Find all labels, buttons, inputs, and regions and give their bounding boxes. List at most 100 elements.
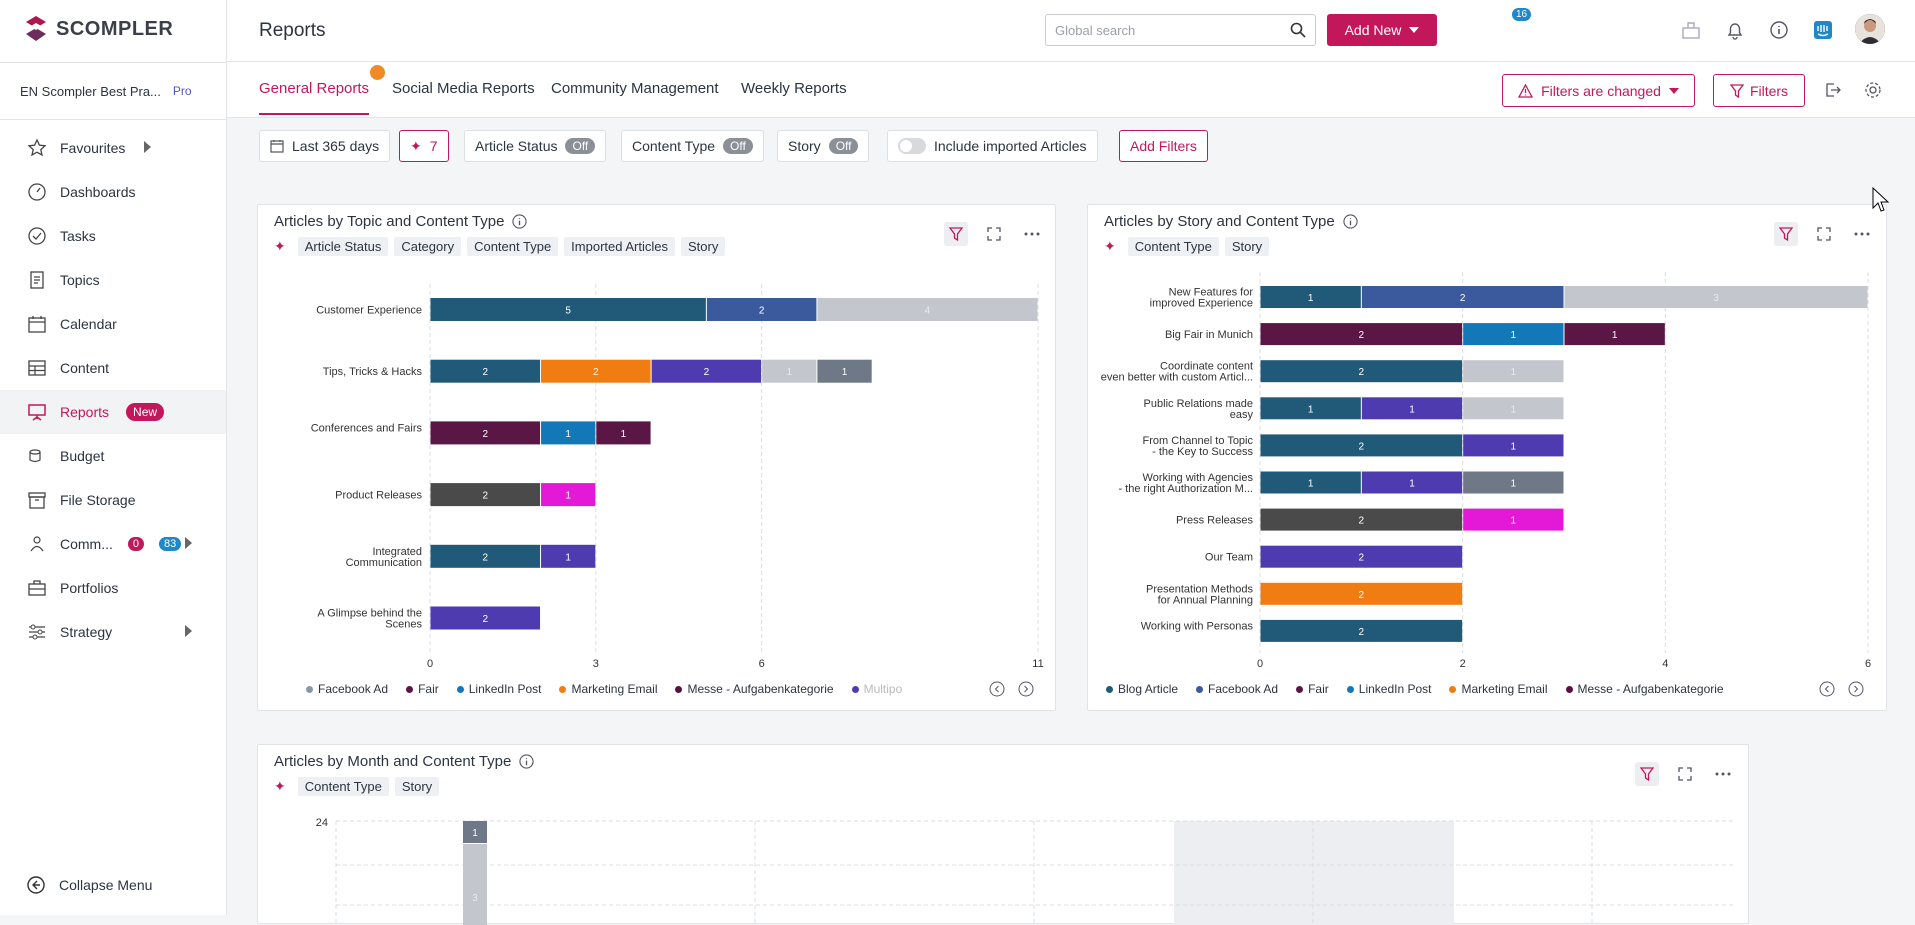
expand-arrow-icon[interactable] <box>144 141 151 153</box>
bar-segment[interactable] <box>430 298 706 321</box>
bar-segment[interactable] <box>430 606 541 630</box>
filters-button[interactable]: Filters <box>1713 74 1805 107</box>
chart-tag[interactable]: Content Type <box>297 777 389 796</box>
chart-tag[interactable]: Content Type <box>467 237 559 256</box>
sidebar-item-portfolios[interactable]: Portfolios <box>0 566 226 610</box>
more-icon[interactable] <box>1711 762 1735 786</box>
fullscreen-icon[interactable] <box>1673 762 1697 786</box>
bar-segment[interactable] <box>463 844 487 925</box>
legend-item[interactable]: Marketing Email <box>559 682 657 696</box>
bar-segment[interactable] <box>1260 434 1463 457</box>
tab-social-media-reports[interactable]: Social Media Reports <box>392 80 535 97</box>
bell-icon[interactable] <box>1724 19 1746 41</box>
chart-tag[interactable]: Story <box>394 777 440 796</box>
bar-segment[interactable] <box>1463 434 1564 457</box>
chart-tag[interactable]: Category <box>394 237 462 256</box>
chart-filter-icon[interactable] <box>1635 762 1659 786</box>
more-icon[interactable] <box>1020 222 1044 246</box>
info-icon[interactable] <box>1343 214 1358 229</box>
bar-segment[interactable] <box>430 421 541 445</box>
user-avatar[interactable] <box>1855 14 1885 44</box>
bar-segment[interactable] <box>541 421 596 445</box>
legend-item[interactable]: Multipo <box>851 682 902 696</box>
bar-segment[interactable] <box>1463 471 1564 494</box>
legend-item[interactable]: Blog Article <box>1106 682 1178 696</box>
bar-segment[interactable] <box>817 359 872 383</box>
legend-item[interactable]: Marketing Email <box>1449 682 1548 696</box>
sidebar-item-content[interactable]: Content <box>0 346 226 390</box>
gear-icon[interactable] <box>1862 79 1884 101</box>
intercom-icon[interactable] <box>1812 19 1834 41</box>
legend-item[interactable]: Fair <box>406 682 439 696</box>
fullscreen-icon[interactable] <box>1812 222 1836 246</box>
content-type-chip[interactable]: Content Type Off <box>621 130 764 162</box>
tab-community-management[interactable]: Community Management <box>551 80 719 97</box>
date-range-chip[interactable]: Last 365 days <box>259 130 391 162</box>
collapse-menu-button[interactable]: Collapse Menu <box>27 876 152 894</box>
legend-item[interactable]: Fair <box>1296 682 1329 696</box>
legend-next-icon[interactable] <box>1015 678 1037 700</box>
bar-segment[interactable] <box>1260 323 1463 346</box>
chart-filter-icon[interactable] <box>1774 222 1798 246</box>
bar-segment[interactable] <box>430 359 541 383</box>
workspace-selector[interactable]: EN Scompler Best Pra... Pro <box>0 62 226 120</box>
expand-arrow-icon[interactable] <box>185 625 192 637</box>
bar-segment[interactable] <box>1260 397 1361 420</box>
legend-item[interactable]: Facebook Ad <box>306 682 388 696</box>
bar-segment[interactable] <box>1463 397 1564 420</box>
bar-segment[interactable] <box>430 544 541 568</box>
legend-item[interactable]: Facebook Ad <box>1196 682 1278 696</box>
chart-tag[interactable]: Story <box>1224 237 1270 256</box>
bar-segment[interactable] <box>651 359 762 383</box>
chart-tag[interactable]: Imported Articles <box>564 237 675 256</box>
include-imported-toggle[interactable] <box>898 138 926 154</box>
more-icon[interactable] <box>1850 222 1874 246</box>
bar-segment[interactable] <box>1564 286 1868 308</box>
info-icon[interactable] <box>1768 19 1790 41</box>
scompler-logo[interactable]: SCOMPLER <box>24 14 173 44</box>
sidebar-item-reports[interactable]: Reports New <box>0 390 226 434</box>
sidebar-item-topics[interactable]: Topics <box>0 258 226 302</box>
bar-segment[interactable] <box>596 421 651 445</box>
sidebar-item-tasks[interactable]: Tasks <box>0 214 226 258</box>
add-new-button[interactable]: Add New <box>1327 14 1437 46</box>
bar-segment[interactable] <box>1260 360 1463 383</box>
legend-prev-icon[interactable] <box>1816 678 1838 700</box>
tab-general-reports[interactable]: General Reports <box>259 80 370 115</box>
legend-item[interactable]: LinkedIn Post <box>1346 682 1431 696</box>
sidebar-item-file-storage[interactable]: File Storage <box>0 478 226 522</box>
info-icon[interactable] <box>512 214 528 229</box>
add-filters-button[interactable]: Add Filters <box>1119 130 1208 162</box>
bar-segment[interactable] <box>1260 508 1463 531</box>
bar-segment[interactable] <box>1564 323 1665 346</box>
inbox-icon[interactable] <box>1680 19 1702 41</box>
bar-segment[interactable] <box>1260 471 1361 494</box>
bar-segment[interactable] <box>762 359 817 383</box>
chart-tag[interactable]: Story <box>681 237 726 256</box>
legend-prev-icon[interactable] <box>986 678 1008 700</box>
tab-weekly-reports[interactable]: Weekly Reports <box>741 80 847 97</box>
bar-segment[interactable] <box>1260 545 1463 568</box>
global-search-input[interactable]: Global search <box>1045 14 1316 46</box>
bar-segment[interactable] <box>541 544 596 568</box>
legend-item[interactable]: LinkedIn Post <box>456 682 541 696</box>
bar-segment[interactable] <box>541 359 651 383</box>
fullscreen-icon[interactable] <box>982 222 1006 246</box>
bar-segment[interactable] <box>1463 508 1564 531</box>
story-chip[interactable]: Story Off <box>777 130 870 162</box>
sidebar-item-comm[interactable]: Comm... 0 83 <box>0 522 226 566</box>
sidebar-item-calendar[interactable]: Calendar <box>0 302 226 346</box>
sidebar-item-strategy[interactable]: Strategy <box>0 610 226 654</box>
chart-tag[interactable]: Content Type <box>1127 237 1219 256</box>
expand-arrow-icon[interactable] <box>185 537 192 549</box>
bar-segment[interactable] <box>1463 360 1564 383</box>
sidebar-item-dashboards[interactable]: Dashboards <box>0 170 226 214</box>
bar-segment[interactable] <box>706 298 817 321</box>
chart-tag[interactable]: Article Status <box>297 237 389 256</box>
bar-segment[interactable] <box>1361 397 1463 420</box>
info-icon[interactable] <box>519 754 534 769</box>
filters-changed-button[interactable]: Filters are changed <box>1502 74 1695 107</box>
legend-item[interactable]: Messe - Aufgabenkategorie <box>675 682 834 696</box>
bar-segment[interactable] <box>817 298 1038 321</box>
chart-filter-icon[interactable] <box>944 222 968 246</box>
